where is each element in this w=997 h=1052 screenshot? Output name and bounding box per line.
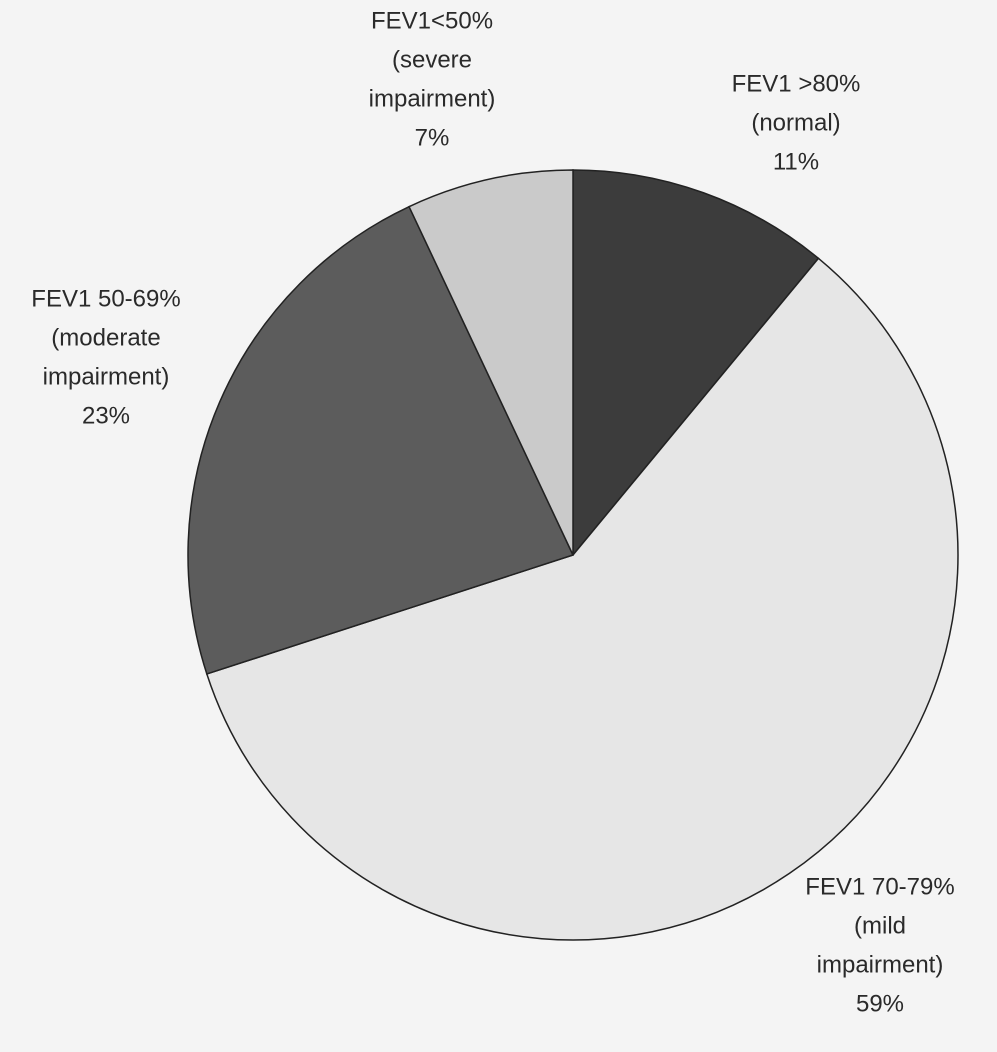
slice-label: FEV1 70-79% <box>805 873 954 900</box>
value-label: 11% <box>773 148 819 175</box>
pie-slice <box>187 205 575 675</box>
slice-label: impairment) <box>43 363 170 390</box>
slice-label: (severe <box>392 46 472 73</box>
slice-label: FEV1 >80% <box>732 70 861 97</box>
slice-label: impairment) <box>817 951 944 978</box>
value-label: 7% <box>415 124 450 151</box>
value-label: 59% <box>856 990 904 1017</box>
slice-label: (moderate <box>51 324 160 351</box>
pie-slice <box>572 169 820 558</box>
slice-label: FEV1 50-69% <box>31 285 180 312</box>
pie-slice <box>408 169 574 556</box>
slice-label: (normal) <box>751 109 840 136</box>
slice-label: (mild <box>854 912 906 939</box>
slice-label: impairment) <box>369 85 496 112</box>
pie-slice <box>205 257 959 941</box>
value-label: 23% <box>82 402 130 429</box>
slice-label: FEV1<50% <box>371 7 493 34</box>
